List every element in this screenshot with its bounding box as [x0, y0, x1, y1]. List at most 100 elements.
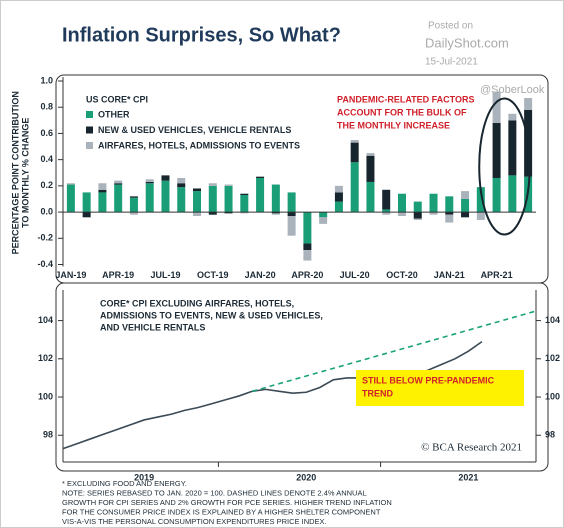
callout: TREND: [362, 388, 393, 398]
bar-segment: [476, 212, 485, 220]
annotation: PANDEMIC-RELATED FACTORS: [337, 94, 475, 104]
bar-segment: [224, 212, 233, 214]
y-tick-label: -0.2: [37, 233, 53, 243]
bar-segment: [524, 98, 533, 110]
bar-segment: [461, 198, 470, 213]
footnote: FOR THE CONSUMER PRICE INDEX IS EXPLAINE…: [62, 507, 381, 516]
x-tick-label: JAN-19: [55, 270, 86, 280]
bar-segment: [350, 139, 359, 143]
bar-segment: [161, 175, 170, 181]
bar-segment: [240, 212, 249, 214]
legend-title: US CORE* CPI: [86, 94, 148, 104]
x-tick-label: 2019: [134, 472, 154, 482]
bar-segment: [240, 193, 249, 196]
bar-segment: [397, 212, 406, 217]
bar-segment: [319, 217, 328, 224]
y-tick-label: 0.2: [40, 180, 53, 190]
bar-segment: [287, 212, 296, 217]
legend-label: AIRFARES, HOTELS, ADMISSIONS TO EVENTS: [98, 140, 300, 150]
watermark: DailyShot.com: [425, 35, 509, 50]
bar-segment: [66, 184, 75, 213]
bar-segment: [161, 180, 170, 213]
x-tick-label: APR-20: [291, 270, 323, 280]
x-tick-label: JUL-20: [340, 270, 370, 280]
y-tick-label: 0.4: [40, 154, 53, 164]
bar-segment: [240, 195, 249, 213]
bar-segment: [287, 192, 296, 213]
x-tick-label: JUL-19: [150, 270, 180, 280]
bar-segment: [145, 183, 154, 213]
bar-segment: [208, 185, 217, 213]
footnote: VIS-A-VIS THE PERSONAL CONSUMPTION EXPEN…: [62, 517, 327, 526]
callout: STILL BELOW PRE-PANDEMIC: [362, 375, 495, 385]
bar-segment: [145, 179, 154, 182]
annotation: ADMISSIONS TO EVENTS, NEW & USED VEHICLE…: [100, 310, 323, 320]
callout-box: [356, 370, 524, 406]
annotation: THE MONTHLY INCREASE: [337, 120, 450, 130]
legend-swatch: [86, 111, 93, 118]
bar-segment: [129, 196, 138, 198]
bar-segment: [129, 197, 138, 213]
bar-segment: [271, 212, 280, 214]
bar-segment: [208, 183, 217, 186]
bar-segment: [382, 189, 391, 210]
bar-segment: [256, 176, 265, 178]
y-tick-label: 1.0: [40, 75, 53, 85]
bar-segment: [114, 180, 123, 184]
footnote: GROWTH FOR CPI SERIES AND 2% GROWTH FOR …: [62, 498, 392, 507]
bar-segment: [224, 185, 233, 213]
x-tick-label: APR-19: [102, 270, 134, 280]
panel: [55, 282, 549, 472]
bar-segment: [303, 243, 312, 251]
y-tick-label: 102: [38, 353, 53, 363]
footnote: NOTE: SERIES REBASED TO JAN. 2020 = 100.…: [62, 488, 367, 497]
footnote: * EXCLUDING FOOD AND ENERGY.: [62, 479, 187, 488]
bar-segment: [366, 155, 375, 182]
bar-segment: [193, 212, 202, 217]
bar-segment: [114, 183, 123, 185]
bar-segment: [461, 212, 470, 218]
bar-segment: [334, 201, 343, 213]
legend-label: OTHER: [98, 109, 130, 119]
bar-segment: [193, 191, 202, 213]
line: [251, 310, 537, 393]
watermark: @SoberLook: [480, 84, 545, 96]
y-tick-label: -0.4: [37, 259, 53, 269]
bar-segment: [287, 216, 296, 236]
bar-segment: [397, 193, 406, 213]
bar-segment: [303, 250, 312, 261]
y-axis-label: TO MONTHLY % CHANGE: [20, 118, 30, 228]
bar-segment: [445, 214, 454, 223]
highlight: [478, 97, 531, 236]
bar-segment: [334, 192, 343, 202]
annotation: AND VEHICLE RENTALS: [100, 322, 205, 332]
bar-segment: [177, 183, 186, 188]
bar-segment: [413, 201, 422, 213]
bar-segment: [413, 218, 422, 220]
x-tick-label: OCT-19: [197, 270, 229, 280]
bar-segment: [382, 212, 391, 215]
bar-segment: [492, 122, 501, 178]
y-tick-label: 0.8: [40, 102, 53, 112]
y2-tick-label: 98: [545, 430, 555, 440]
bar-segment: [429, 193, 438, 213]
y-tick-label: 0.6: [40, 128, 53, 138]
bar-segment: [508, 175, 517, 213]
y2-tick-label: 104: [545, 315, 560, 325]
bar-segment: [366, 181, 375, 213]
annotation: CORE* CPI EXCLUDING AIRFARES, HOTELS,: [100, 298, 294, 308]
bar-segment: [271, 184, 280, 213]
bar-segment: [224, 184, 233, 186]
x-tick-label: APR-21: [481, 270, 513, 280]
y-tick-label: 98: [43, 430, 53, 440]
bar-segment: [476, 187, 485, 213]
y2-tick-label: 100: [545, 391, 560, 401]
bar-segment: [114, 184, 123, 213]
bar-segment: [208, 212, 217, 215]
legend-swatch: [86, 142, 93, 149]
y-tick-label: 0.0: [40, 206, 53, 216]
legend-label: NEW & USED VEHICLES, VEHICLE RENTALS: [98, 125, 291, 135]
bar-segment: [350, 162, 359, 213]
